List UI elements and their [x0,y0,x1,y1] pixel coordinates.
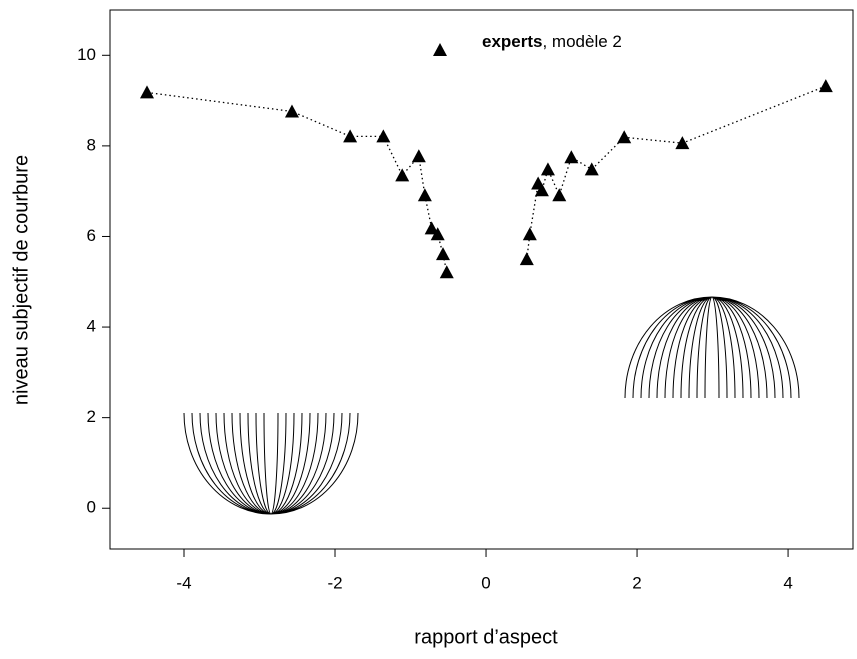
dome-illustration [624,296,800,399]
point [343,129,358,143]
plot-frame [109,9,854,550]
point [522,227,537,241]
x-axis-title: rapport d’aspect [414,626,558,648]
point [435,247,450,261]
point [439,265,454,279]
legend-note: , modèle 2 [542,32,621,51]
point [564,150,579,164]
point [519,252,534,266]
y-tick-label: 8 [87,135,96,154]
y-tick-label: 4 [87,317,96,336]
y-tick-label: 10 [77,45,96,64]
series-line [146,85,827,273]
point [540,162,555,176]
legend: experts, modèle 2 [482,32,622,51]
point [430,227,445,241]
point [818,79,833,93]
legend-label: experts [482,32,542,51]
x-tick-label: 0 [481,573,490,592]
point [395,168,410,182]
point [284,104,299,118]
point [139,85,154,99]
y-tick-label: 2 [87,407,96,426]
x-tick-label: -2 [327,573,342,592]
point [424,221,439,235]
x-tick-label: -4 [176,573,191,592]
x-tick-label: 4 [783,573,792,592]
x-tick-label: 2 [632,573,641,592]
point [376,129,391,143]
y-tick-label: 6 [87,226,96,245]
point [584,162,599,176]
point [417,188,432,202]
point [675,136,690,150]
y-axis-title: niveau subjectif de courbure [10,155,32,405]
bowl-illustration [183,412,359,515]
point [552,188,567,202]
point [411,149,426,163]
point [534,183,549,197]
point [617,130,632,144]
y-tick-label: 0 [87,498,96,517]
legend-marker [433,43,447,56]
